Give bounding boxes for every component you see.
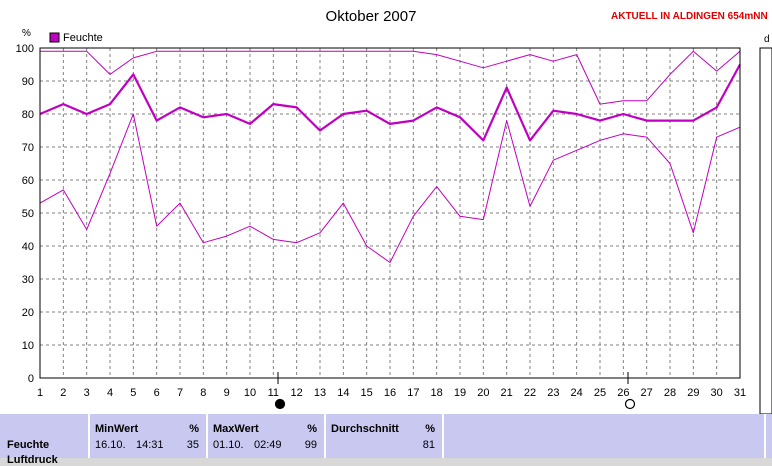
y-axis-unit: % — [22, 28, 31, 39]
series-line-min — [39, 113, 741, 263]
stats-max-unit: % — [307, 423, 317, 435]
x-tick-label-16: 16 — [384, 387, 396, 399]
stats-min-cell: MinWert % 16.10. 14:31 35 — [88, 414, 206, 458]
x-tick-label-3: 3 — [84, 387, 90, 399]
chart-background — [0, 0, 772, 414]
x-tick-label-29: 29 — [687, 387, 699, 399]
x-tick-label-14: 14 — [337, 387, 349, 399]
stats-max-date: 01.10. — [213, 439, 244, 451]
x-tick-labels: 1 2 3 4 5 6 7 8 9 10 11 12 13 14 15 16 17 18 19 20 21 22 23 24 2… — [37, 387, 746, 399]
stats-min-date: 16.10. — [95, 439, 126, 451]
stats-max-cell: MaxWert % 01.10. 02:49 99 — [206, 414, 324, 458]
x-tick-label-11: 11 — [268, 387, 279, 399]
stats-avg-header: Durchschnitt — [331, 423, 399, 435]
stats-right-edge — [764, 414, 772, 458]
y-tick-label-50: 50 — [22, 208, 34, 220]
series-line-max — [40, 50, 741, 105]
x-tick-label-1: 1 — [37, 387, 43, 399]
x-tick-label-9: 9 — [224, 387, 230, 399]
x-tick-label-13: 13 — [314, 387, 326, 399]
legend-swatch — [49, 32, 60, 43]
y-tick-labels: 0 10 20 30 40 50 60 70 80 90 100 — [16, 43, 34, 385]
stats-max-header: MaxWert — [213, 423, 259, 435]
y-tick-label-90: 90 — [22, 76, 34, 88]
x-tick-label-26: 26 — [617, 387, 629, 399]
y-tick-label-0: 0 — [28, 373, 34, 385]
x-tick-label-6: 6 — [154, 387, 160, 399]
stats-table: Feuchte Luftdruck MinWert % 16.10. 14:31… — [0, 414, 772, 466]
series-lines — [39, 50, 741, 263]
stats-avg-unit: % — [425, 423, 435, 435]
x-tick-label-27: 27 — [641, 387, 653, 399]
chart-title: Oktober 2007 — [326, 8, 417, 25]
x-tick-label-4: 4 — [107, 387, 113, 399]
stats-max-value: 99 — [304, 439, 317, 451]
stats-row-label: Feuchte — [7, 439, 50, 451]
x-tick-label-21: 21 — [501, 387, 513, 399]
plot-frame — [39, 47, 741, 379]
x-tick-label-20: 20 — [477, 387, 489, 399]
stats-min-value: 35 — [186, 439, 199, 451]
y-tick-label-10: 10 — [22, 340, 34, 352]
y-tick-label-80: 80 — [22, 109, 34, 121]
x-tick-label-2: 2 — [60, 387, 66, 399]
moon-new-icon — [274, 398, 286, 410]
stats-max-time: 02:49 — [254, 439, 282, 451]
y-tick-label-40: 40 — [22, 241, 34, 253]
y-tick-label-60: 60 — [22, 175, 34, 187]
x-tick-label-15: 15 — [361, 387, 373, 399]
x-tick-label-23: 23 — [547, 387, 559, 399]
x-tick-label-19: 19 — [454, 387, 466, 399]
y-tick-label-100: 100 — [16, 43, 34, 55]
right-edge-label: d — [764, 34, 770, 45]
stats-min-time: 14:31 — [136, 439, 164, 451]
stats-avg-cell: Durchschnitt % 81 — [324, 414, 442, 458]
y-tick-label-20: 20 — [22, 307, 34, 319]
stats-label-cell: Feuchte Luftdruck — [0, 414, 88, 466]
x-tick-label-25: 25 — [594, 387, 606, 399]
right-margin-box — [759, 47, 772, 414]
legend-label: Feuchte — [63, 32, 103, 44]
stats-empty-cell — [442, 414, 764, 458]
y-tick-label-70: 70 — [22, 142, 34, 154]
x-tick-label-5: 5 — [130, 387, 136, 399]
x-tick-label-18: 18 — [431, 387, 443, 399]
x-tick-label-24: 24 — [571, 387, 583, 399]
series-line-avg — [39, 63, 741, 142]
grid-lines — [40, 48, 740, 378]
x-tick-label-7: 7 — [177, 387, 183, 399]
x-tick-label-31: 31 — [734, 387, 746, 399]
y-tick-label-30: 30 — [22, 274, 34, 286]
x-tick-label-12: 12 — [291, 387, 303, 399]
x-tick-label-8: 8 — [200, 387, 206, 399]
x-tick-label-28: 28 — [664, 387, 676, 399]
humidity-chart: Oktober 2007 AKTUELL IN ALDINGEN 654mNN … — [0, 0, 772, 414]
moon-full-icon — [624, 398, 636, 410]
x-tick-label-30: 30 — [711, 387, 723, 399]
stats-row-label-next: Luftdruck — [7, 454, 58, 466]
stats-min-unit: % — [189, 423, 199, 435]
x-tick-label-22: 22 — [524, 387, 536, 399]
x-tick-label-17: 17 — [407, 387, 419, 399]
moon-phases — [274, 372, 636, 410]
station-label: AKTUELL IN ALDINGEN 654mNN — [611, 11, 768, 22]
x-tick-label-10: 10 — [244, 387, 256, 399]
stats-avg-value: 81 — [422, 439, 435, 451]
stats-min-header: MinWert — [95, 423, 139, 435]
